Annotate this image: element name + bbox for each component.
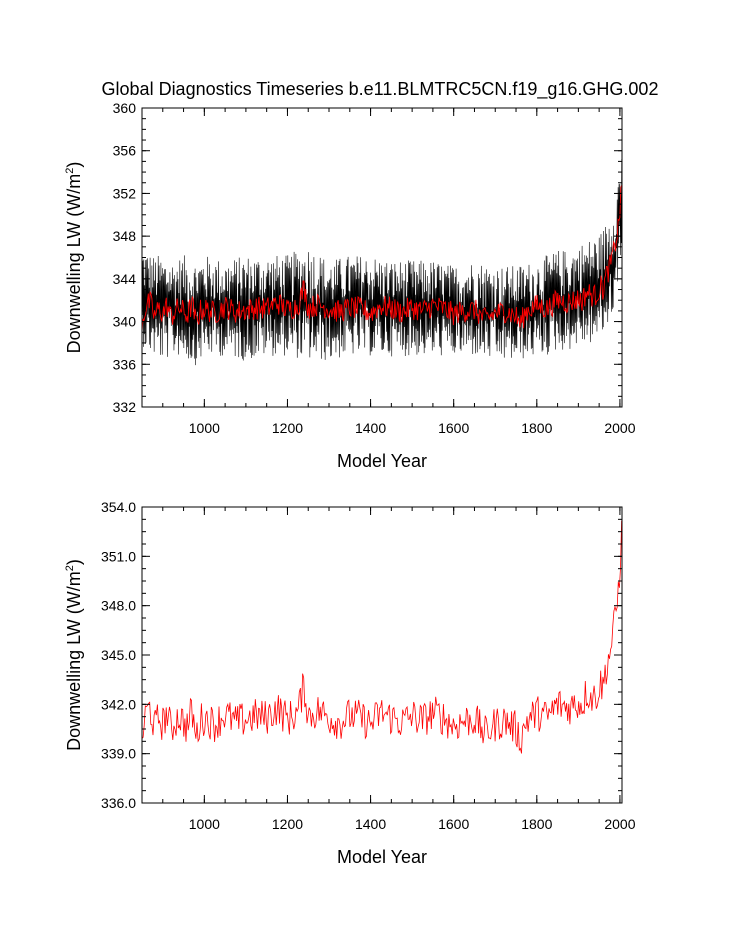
series-monthly-line (142, 159, 622, 366)
y-tick-label: 360 (113, 100, 137, 116)
x-tick-label: 1600 (438, 420, 469, 436)
plot-frame (141, 107, 623, 408)
plot-frame (141, 506, 623, 804)
y-tick-label: 345.0 (101, 647, 136, 663)
x-tick-label: 2000 (604, 420, 635, 436)
x-tick-label: 2000 (604, 816, 635, 832)
x-axis-label: Model Year (337, 847, 427, 867)
y-axis-label: Downwelling LW (W/m2) (64, 559, 84, 751)
y-tick-label: 344 (113, 271, 137, 287)
y-tick-label: 348.0 (101, 598, 136, 614)
x-tick-label: 1400 (355, 816, 386, 832)
x-tick-label: 1000 (189, 420, 220, 436)
y-tick-label: 336.0 (101, 795, 136, 811)
y-tick-label: 342.0 (101, 696, 136, 712)
x-tick-label: 1000 (189, 816, 220, 832)
y-tick-label: 340 (113, 314, 137, 330)
plot-area (142, 159, 622, 366)
x-tick-label: 1200 (272, 420, 303, 436)
y-tick-label: 336 (113, 356, 137, 372)
x-tick-label: 1800 (521, 816, 552, 832)
x-axis-label: Model Year (337, 451, 427, 471)
y-tick-label: 352 (113, 185, 137, 201)
y-tick-label: 356 (113, 143, 137, 159)
x-tick-label: 1800 (521, 420, 552, 436)
plot-area (142, 520, 622, 754)
series-annual-line (142, 520, 622, 754)
top-panel: 1000 1200 1400 1600 1800 2000 332 336 340 344 348 3… (64, 100, 636, 471)
x-tick-label: 1200 (272, 816, 303, 832)
y-tick-label: 354.0 (101, 499, 136, 515)
y-tick-label: 339.0 (101, 746, 136, 762)
chart-title: Global Diagnostics Timeseries b.e11.BLMT… (102, 79, 659, 100)
y-axis-label: Downwelling LW (W/m2) (64, 162, 84, 354)
series-annual-line (142, 185, 622, 332)
bottom-panel: 1000 1200 1400 1600 1800 2000 336.0 339.0 342.0 3… (64, 499, 636, 867)
x-tick-label: 1400 (355, 420, 386, 436)
y-tick-label: 348 (113, 228, 137, 244)
y-tick-label: 351.0 (101, 548, 136, 564)
y-tick-label: 332 (113, 399, 137, 415)
x-tick-label: 1600 (438, 816, 469, 832)
